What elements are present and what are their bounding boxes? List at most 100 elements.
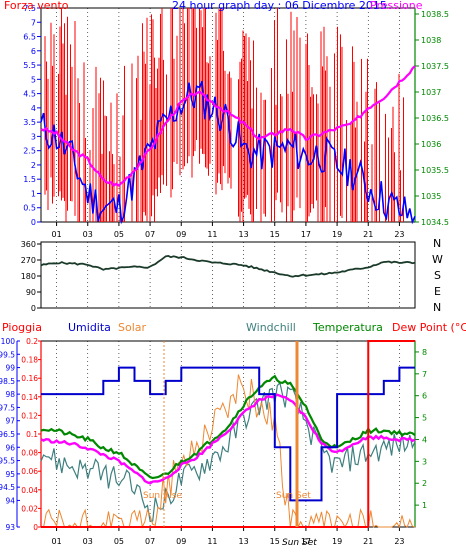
humidity-axis: 93 94 94.5 95 95.5 96 96.5 97 97.5 98 98.5 99 99.5 10… <box>0 337 20 532</box>
humidity-tick-label: 95 <box>5 470 15 479</box>
wind-tick-label: 1 <box>31 189 36 198</box>
wind-tick-label: 6.5 <box>23 33 36 42</box>
humidity-tick-label: 93 <box>5 523 15 532</box>
pressure-axis-label: Pressione <box>370 0 423 12</box>
top-left-axis: 0 0.5 1 1.5 2 2.5 3 3.5 4 4.5 5 5.5 6 6.5 7 7.5 <box>23 4 41 227</box>
humidity-tick-label: 98.5 <box>0 377 15 386</box>
x-tick-label: 15 <box>270 230 280 239</box>
legend-dewpoint: Dew Point (°C) <box>392 321 466 334</box>
wind-tick-label: 4.5 <box>23 90 36 99</box>
wind-gust-line <box>40 80 416 225</box>
humidity-tick-label: 94.5 <box>0 483 15 492</box>
direction-tick-label: 0 <box>31 304 36 313</box>
x-tick-label: 01 <box>51 537 61 546</box>
legend-umidita: Umidita <box>68 321 111 334</box>
compass-n-bottom: N <box>433 301 441 314</box>
x-tick-label: 09 <box>176 537 186 546</box>
compass-n-top: N <box>433 237 441 250</box>
rain-tick-label: 0.16 <box>21 374 38 383</box>
x-tick-label: 03 <box>83 537 93 546</box>
rain-tick-label: 0.14 <box>21 393 38 402</box>
x-tick-label: 19 <box>332 230 342 239</box>
x-tick-label: 19 <box>332 537 342 546</box>
pressure-tick-label: 1037 <box>421 88 441 97</box>
compass-s: S <box>434 269 441 282</box>
humidity-tick-label: 95.5 <box>0 457 15 466</box>
dewpoint-line <box>40 393 416 485</box>
x-tick-label: 15 <box>270 537 280 546</box>
humidity-tick-label: 98 <box>5 390 15 399</box>
rain-tick-label: 0.12 <box>21 411 38 420</box>
legend-temperatura: Temperatura <box>312 321 383 334</box>
pressure-tick-label: 1035.5 <box>421 166 449 175</box>
wind-speed-bars <box>44 8 404 222</box>
x-tick-label: 09 <box>176 230 186 239</box>
wind-direction-line <box>40 254 416 278</box>
direction-tick-label: 180 <box>21 272 36 281</box>
temperature-tick-label: 7 <box>422 370 427 379</box>
bottom-legend: Pioggia Umidita Solar Windchill Temperat… <box>2 321 466 334</box>
humidity-tick-label: 94 <box>5 496 15 505</box>
humidity-line <box>41 366 415 502</box>
x-tick-label: 21 <box>363 230 373 239</box>
sunset-label: Sun Set <box>276 491 311 501</box>
humidity-tick-label: 99.5 <box>0 350 15 359</box>
wind-axis-label: Forza vento <box>4 0 69 12</box>
direction-left-axis: 0 90 180 270 360 <box>21 240 41 313</box>
direction-plot-frame <box>40 241 416 309</box>
x-tick-label: 07 <box>145 230 155 239</box>
bottom-x-axis: 01 03 05 07 09 11 13 15 17 19 21 23 <box>51 527 405 546</box>
wind-tick-label: 2.5 <box>23 147 36 156</box>
wind-tick-label: 0.5 <box>23 204 36 213</box>
rain-tick-label: 0.18 <box>21 356 38 365</box>
x-tick-label: 05 <box>114 230 124 239</box>
x-tick-label: 11 <box>207 230 217 239</box>
x-tick-label: 17 <box>301 537 311 546</box>
humidity-tick-label: 97.5 <box>0 403 15 412</box>
temperature-tick-label: 5 <box>422 414 427 423</box>
rain-tick-label: 0.1 <box>26 430 38 439</box>
chart-title: 24 hour graph day : 06 Dicembre 2015 <box>172 0 387 12</box>
rain-tick-label: 0.08 <box>21 449 38 458</box>
temperature-tick-label: 1 <box>422 501 427 510</box>
rain-tick-label: 0.2 <box>26 337 38 346</box>
wind-tick-label: 3.5 <box>23 118 36 127</box>
temperature-tick-label: 8 <box>422 348 427 357</box>
pressure-tick-label: 1038.5 <box>421 10 449 19</box>
compass-e: E <box>434 285 441 298</box>
bottom-plot-frame <box>40 340 416 528</box>
direction-panel: 0 90 180 270 360 N W S E N <box>21 237 443 314</box>
bottom-panel: Pioggia Umidita Solar Windchill Temperat… <box>0 321 466 548</box>
rain-step <box>367 340 415 527</box>
direction-tick-label: 360 <box>21 240 36 249</box>
compass-w: W <box>432 253 443 266</box>
temperature-axis: 1 2 3 4 5 6 7 8 <box>415 348 427 510</box>
x-tick-label: 17 <box>301 230 311 239</box>
x-tick-label: 23 <box>394 230 404 239</box>
x-tick-label: 07 <box>145 537 155 546</box>
x-tick-label: 11 <box>207 537 217 546</box>
top-x-axis: 01 03 05 07 09 11 13 15 17 19 21 23 <box>51 222 405 239</box>
x-tick-label: 01 <box>51 230 61 239</box>
direction-tick-label: 90 <box>26 288 36 297</box>
humidity-tick-label: 99 <box>5 364 15 373</box>
wind-tick-label: 1.5 <box>23 175 36 184</box>
temperature-tick-label: 3 <box>422 457 427 466</box>
x-tick-label: 03 <box>83 230 93 239</box>
pressure-tick-label: 1037.5 <box>421 62 449 71</box>
top-panel: 00.511.522.533.544.555.566.577.5 1034.51… <box>4 0 449 239</box>
top-right-axis: 1034.5 1035 1035.5 1036 1036.5 1037 1037.5 1038… <box>414 8 449 227</box>
wind-tick-label: 0 <box>31 218 36 227</box>
temperature-tick-label: 4 <box>422 435 427 444</box>
rain-tick-label: 0 <box>33 523 38 532</box>
x-tick-label: 13 <box>238 230 248 239</box>
pressure-line <box>40 65 416 188</box>
compass-labels: N W S E N <box>432 237 443 314</box>
pressure-tick-label: 1038 <box>421 36 441 45</box>
rain-tick-label: 0.04 <box>21 486 38 495</box>
wind-tick-label: 6 <box>31 47 36 56</box>
humidity-tick-label: 97 <box>5 417 15 426</box>
wind-tick-label: 3 <box>31 132 36 141</box>
x-tick-label: 13 <box>238 537 248 546</box>
legend-solar: Solar <box>118 321 147 334</box>
